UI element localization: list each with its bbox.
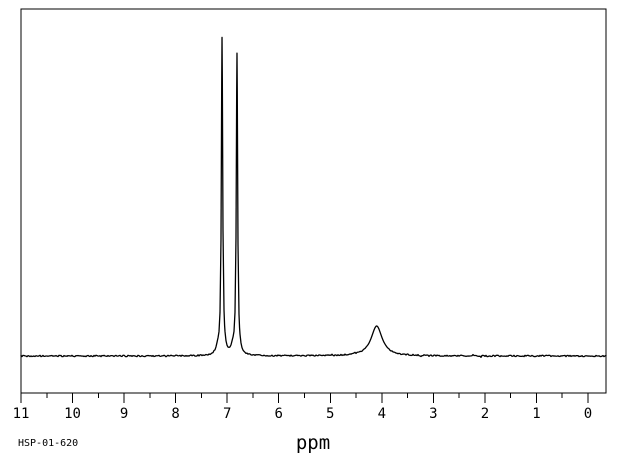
x-tick-label: 7: [223, 406, 231, 422]
x-axis-label: ppm: [296, 432, 330, 454]
x-tick-label: 5: [326, 406, 334, 422]
x-tick-label: 4: [378, 406, 386, 422]
plot-frame: [20, 8, 607, 394]
spectrum-trace: [20, 36, 607, 359]
x-tick-label: 2: [481, 406, 489, 422]
x-tick-label: 9: [120, 406, 128, 422]
x-axis-ticks: [20, 393, 589, 403]
x-axis-tick-labels: 11 10 9 8 7 6 5 4 3 2 1 0: [13, 406, 593, 422]
x-tick-label: 8: [171, 406, 179, 422]
x-tick-label: 0: [584, 406, 592, 422]
x-tick-label: 10: [64, 406, 81, 422]
x-tick-label: 3: [429, 406, 437, 422]
spectrum-id-label: HSP-01-620: [18, 438, 78, 449]
x-tick-label: 11: [13, 406, 30, 422]
x-tick-label: 1: [532, 406, 540, 422]
x-tick-label: 6: [275, 406, 283, 422]
